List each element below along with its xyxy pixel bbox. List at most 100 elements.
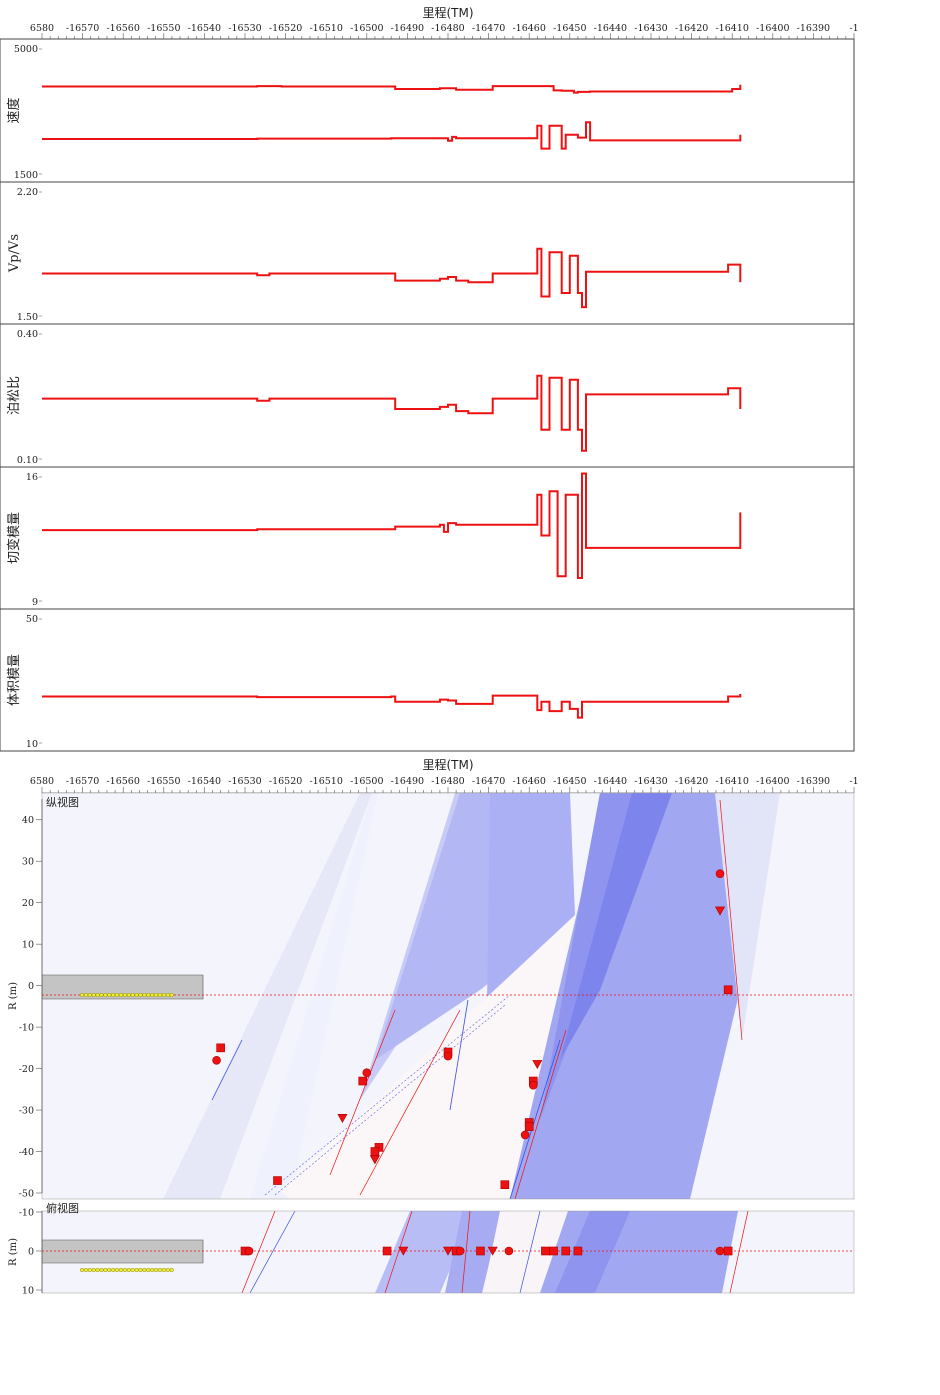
ray-line-2: [264, 994, 511, 1196]
x-axis-title-top: 里程(TM): [422, 5, 473, 20]
geophone-dot: [130, 1267, 135, 1273]
panel-1: 5000 1500 速度: [0, 38, 855, 183]
geophone-dot: [87, 992, 92, 998]
view-y-tick-label: 0: [28, 981, 34, 992]
geophone-dot: [146, 992, 151, 998]
top-view-panel: 俯视图 -10 0 10 R (m): [8, 1201, 855, 1297]
geophone-dot: [83, 992, 88, 998]
panel-series-line: [42, 472, 742, 579]
x-axis-bottom-tick-label: -16470: [472, 776, 505, 787]
view-y-tick-label: -40: [19, 1147, 34, 1158]
x-axis-top-tick-label: -1: [849, 23, 858, 34]
geophone-dot: [83, 1267, 88, 1273]
x-axis-top-tick-label: -16480: [431, 23, 464, 34]
x-axis-bottom: 6580 -16570 -16560 -16550 -16540 -16530 -16520…: [30, 776, 859, 794]
geophone-dot: [138, 1267, 143, 1273]
top-band-3: [483, 1211, 570, 1293]
marker-square: [723, 1246, 733, 1256]
geophone-dot: [91, 1267, 96, 1273]
x-axis-top-tick-label: -16570: [66, 23, 99, 34]
marker-square: [541, 1246, 550, 1256]
panel-y-label: 体积模量: [7, 654, 22, 706]
fault-zone-deep-1: [510, 793, 740, 1199]
top-band-2: [445, 1211, 502, 1293]
geophone-dot: [165, 992, 170, 998]
x-axis-bottom-tick-label: -16410: [715, 776, 748, 787]
x-axis-bottom-tick-label: 6580: [30, 776, 54, 787]
panel-y-tick-label: 2.20: [17, 187, 38, 198]
top-face-box: [42, 1239, 204, 1264]
geophone-dot: [115, 992, 120, 998]
panel-4: 16 9 切变模量: [0, 466, 855, 610]
panel-series-line: [42, 247, 742, 309]
panel-y-label: Vp/Vs: [7, 234, 22, 273]
side-view-label: 纵视图: [46, 795, 79, 809]
marker-triangle: [532, 1060, 543, 1070]
fault-zone-deep-3: [560, 793, 672, 1060]
x-axis-top-tick-label: -16520: [269, 23, 302, 34]
view-y-tick-label: -10: [19, 1208, 34, 1219]
x-axis-bottom-tick-label: -16560: [106, 776, 139, 787]
side-view-y-axis: 40 30 20 10 0 -10 -20 -30 -40 -50: [19, 799, 43, 1200]
geophone-dot: [115, 1267, 120, 1273]
ray-line-9: [719, 799, 743, 1041]
geophone-dot: [161, 992, 166, 998]
x-axis-bottom-tick-label: -16440: [594, 776, 627, 787]
panel-y-label: 泊松比: [7, 376, 22, 415]
x-axis-bottom-tick-label: -16480: [431, 776, 464, 787]
fault-zone-mid-1: [375, 793, 575, 1060]
x-axis-bottom-tick-label: -16550: [147, 776, 180, 787]
view-y-tick-label: 30: [22, 857, 34, 868]
top-ray-3: [384, 1211, 413, 1293]
side-view-shading: [42, 793, 854, 1199]
view-y-tick-label: -10: [19, 1023, 34, 1034]
marker-circle: [443, 1051, 453, 1061]
marker-triangle: [487, 1246, 498, 1256]
ray-line-5: [359, 1009, 461, 1196]
geophone-dot: [107, 992, 112, 998]
view-y-tick-label: 10: [22, 1286, 34, 1297]
top-ray-6: [729, 1211, 749, 1293]
panel-series-line: [42, 121, 742, 150]
x-axis-bottom-tick-label: -16500: [350, 776, 383, 787]
top-view-shading: [42, 1211, 854, 1293]
panel-3: 0.40 0.10 泊松比: [0, 323, 855, 468]
geophone-dot: [134, 992, 139, 998]
geophone-dot: [150, 992, 155, 998]
marker-circle: [504, 1246, 514, 1256]
geophone-dot: [122, 1267, 127, 1273]
marker-triangle: [442, 1246, 454, 1256]
geophone-dot: [126, 1267, 131, 1273]
panel-y-label: 切变模量: [6, 512, 22, 564]
x-axis-bottom-tick-label: -16570: [66, 776, 99, 787]
x-axis-top-tick-label: -16440: [594, 23, 627, 34]
geophone-dot: [154, 1267, 159, 1273]
marker-circle: [715, 869, 725, 878]
side-view-y-label: R (m): [8, 982, 19, 1010]
x-axis-top-tick-label: -16450: [553, 23, 586, 34]
x-axis-top-tick-label: -16400: [756, 23, 789, 34]
geophone-dot: [142, 992, 147, 998]
x-axis-bottom-tick-label: -16420: [675, 776, 708, 787]
x-axis-title-bottom: 里程(TM): [422, 757, 473, 772]
ray-line-4: [329, 1009, 396, 1176]
geophone-array-side: [79, 992, 174, 998]
geophone-dot: [126, 992, 131, 998]
geophone-dot: [118, 992, 124, 998]
view-y-tick-label: 40: [22, 815, 34, 826]
top-view-label: 俯视图: [46, 1201, 79, 1215]
top-band-5: [555, 1211, 630, 1293]
marker-square: [500, 1180, 510, 1190]
marker-square: [216, 1043, 225, 1053]
geophone-dot: [138, 992, 143, 998]
geophone-dot: [103, 992, 108, 998]
geophone-dot: [95, 1267, 100, 1273]
panel-y-tick-label: 10: [26, 739, 38, 750]
x-axis-top-tick-label: -16540: [188, 23, 221, 34]
x-axis-top-tick-label: -16530: [228, 23, 261, 34]
marker-square: [723, 985, 733, 995]
fault-zone-far: [715, 793, 780, 1040]
x-axis-top-tick-label: -16390: [797, 23, 830, 34]
geophone-array-top: [79, 1267, 174, 1273]
ray-line-8: [514, 1029, 567, 1199]
